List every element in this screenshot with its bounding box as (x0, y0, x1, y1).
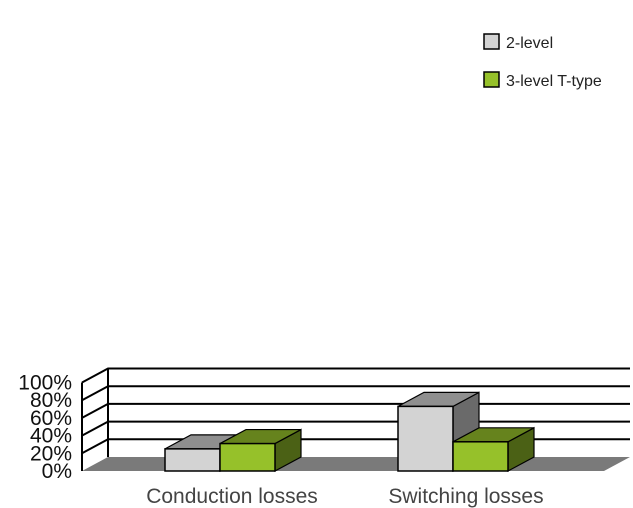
legend-item: 3-level T-type (483, 71, 602, 90)
y-tick-label: 100% (18, 372, 72, 395)
gridline (81, 402, 630, 419)
y-tick-label: 0% (42, 460, 72, 483)
floor-plane (82, 457, 630, 471)
gridline (81, 438, 630, 455)
y-tick-label: 40% (30, 425, 72, 448)
gridline (81, 367, 630, 384)
y-tick-label: 20% (30, 442, 72, 465)
bar-front (397, 405, 454, 472)
legend-item: 2-level (483, 33, 553, 52)
gridlines (81, 367, 630, 455)
legend-label: 2-level (506, 35, 553, 52)
bar-front (452, 441, 509, 472)
bar-front (164, 448, 221, 472)
x-tick-label: Switching losses (388, 485, 543, 508)
y-tick-label: 60% (30, 407, 72, 430)
legend-swatch (483, 71, 500, 88)
legend-swatch (483, 33, 500, 50)
x-tick-label: Conduction losses (146, 485, 318, 508)
legend: 2-level 3-level T-type (483, 33, 602, 90)
gridline (81, 420, 630, 437)
gridline (81, 385, 630, 402)
chart-floor (82, 457, 630, 471)
y-axis: 0%20%40%60%80%100% (18, 368, 109, 483)
bar (219, 428, 302, 473)
legend-label: 3-level T-type (506, 73, 602, 90)
y-tick-label: 80% (30, 389, 72, 412)
x-axis: Conduction losses Switching losses (146, 485, 543, 508)
bars (164, 391, 535, 473)
bar (452, 426, 535, 473)
bar-front (219, 442, 276, 472)
